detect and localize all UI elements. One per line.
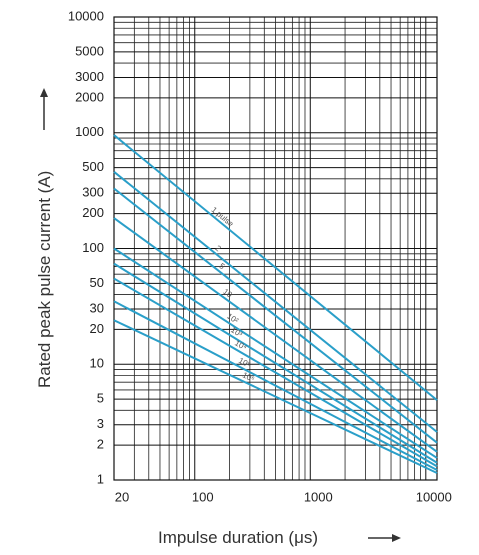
series-label: 2 — [214, 244, 224, 254]
series-line — [113, 217, 438, 453]
y-tick-label: 1000 — [75, 124, 104, 139]
x-tick-label: 20 — [115, 489, 129, 504]
x-tick-label: 10000 — [416, 489, 452, 504]
x-arrow-head — [392, 534, 401, 542]
y-tick-label: 10 — [90, 356, 104, 371]
series-line — [113, 277, 438, 468]
y-tick-label: 3000 — [75, 69, 104, 84]
y-tick-label: 5000 — [75, 43, 104, 58]
y-tick-label: 200 — [82, 205, 104, 220]
series-label: 10² — [225, 312, 240, 326]
y-tick-label: 500 — [82, 159, 104, 174]
series-line — [113, 247, 438, 459]
y-axis-label: Rated peak pulse current (A) — [35, 171, 54, 388]
y-tick-label: 300 — [82, 185, 104, 200]
x-axis-label: Impulse duration (μs) — [158, 528, 318, 547]
series-label: 10⁴ — [233, 338, 249, 352]
series-line — [113, 319, 438, 474]
y-tick-label: 5 — [97, 391, 104, 406]
y-tick-label: 50 — [90, 275, 104, 290]
series-line — [113, 187, 438, 444]
y-tick-label: 20 — [90, 321, 104, 336]
series-line — [113, 134, 438, 401]
y-tick-label: 10000 — [68, 8, 104, 23]
x-tick-label: 1000 — [304, 489, 333, 504]
series-line — [113, 262, 438, 464]
series-label: 5 — [217, 261, 226, 271]
y-tick-label: 30 — [90, 300, 104, 315]
series-line — [113, 171, 438, 433]
y-tick-label: 100 — [82, 240, 104, 255]
y-tick-label: 3 — [97, 416, 104, 431]
y-tick-label: 2000 — [75, 89, 104, 104]
y-tick-label: 1 — [97, 471, 104, 486]
y-arrow-head — [40, 88, 48, 97]
series-line — [113, 300, 438, 471]
y-tick-label: 2 — [97, 437, 104, 452]
x-tick-label: 100 — [192, 489, 214, 504]
